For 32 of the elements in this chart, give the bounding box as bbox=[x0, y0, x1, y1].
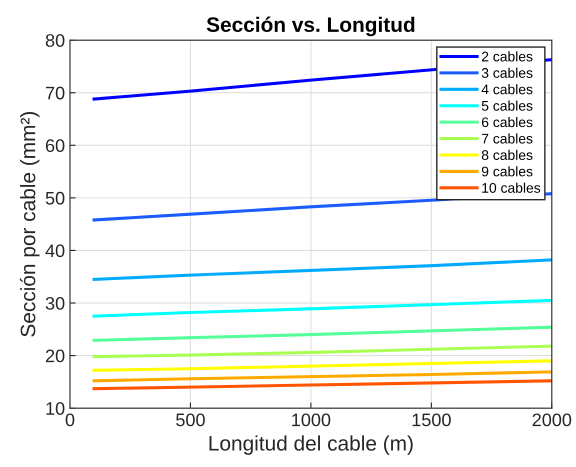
x-axis-title: Longitud del cable (m) bbox=[210, 435, 413, 455]
x-tick-label: 1500 bbox=[412, 413, 451, 426]
legend-label: 2 cables bbox=[482, 51, 532, 62]
line-series bbox=[92, 258, 552, 281]
y-tick-label: 70 bbox=[46, 86, 64, 100]
y-tick-label: 60 bbox=[46, 139, 64, 152]
y-tick-label: 10 bbox=[46, 402, 64, 415]
x-tick-label: 500 bbox=[176, 413, 205, 426]
legend-label: 10 cables bbox=[482, 182, 540, 193]
line-series bbox=[92, 298, 552, 318]
legend-label: 3 cables bbox=[482, 68, 532, 78]
x-tick-label: 0 bbox=[66, 413, 74, 426]
line-series bbox=[92, 326, 552, 342]
legend-label: 5 cables bbox=[482, 100, 532, 111]
legend-label: 9 cables bbox=[482, 166, 532, 176]
legend-label: 4 cables bbox=[482, 84, 532, 94]
y-tick-label: 40 bbox=[45, 244, 64, 258]
legend-label: 7 cables bbox=[482, 133, 532, 144]
chart-title: Sección vs. Longitud bbox=[206, 16, 414, 36]
y-tick-label: 50 bbox=[46, 192, 64, 205]
y-tick-label: 80 bbox=[46, 34, 64, 47]
x-tick-label: 2000 bbox=[532, 413, 572, 426]
y-axis-title: Sección por cable (mm²) bbox=[20, 112, 40, 337]
line-series bbox=[92, 344, 552, 358]
line-series bbox=[92, 359, 552, 372]
legend-label: 8 cables bbox=[482, 150, 532, 160]
x-tick-label: 1000 bbox=[292, 413, 330, 426]
y-tick-label: 20 bbox=[46, 350, 64, 362]
line-series bbox=[92, 379, 552, 390]
line-series bbox=[92, 370, 552, 382]
legend-label: 6 cables bbox=[482, 116, 532, 128]
y-tick-label: 30 bbox=[46, 296, 64, 310]
